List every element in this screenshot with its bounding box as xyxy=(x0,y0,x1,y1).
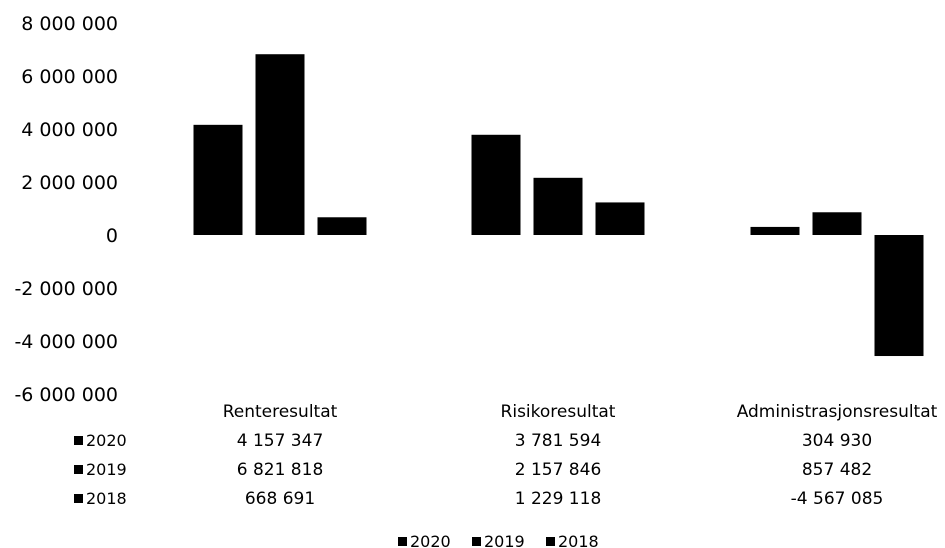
category-label: Renteresultat xyxy=(223,402,338,422)
bar-2019-1 xyxy=(255,54,305,235)
bar-2019-2 xyxy=(533,177,583,235)
table-legend-key xyxy=(74,465,83,474)
bar-2018-2 xyxy=(595,202,645,235)
table-legend-key xyxy=(74,494,83,503)
table-cell: 857 482 xyxy=(802,460,872,480)
table-row-label: 2018 xyxy=(86,489,127,508)
bar-2020-1 xyxy=(193,124,243,235)
category-label: Administrasjonsresultat xyxy=(737,402,938,422)
table-cell: 4 157 347 xyxy=(237,431,324,451)
y-tick-label: 0 xyxy=(106,225,118,247)
bar-2020-3 xyxy=(750,226,800,235)
bar-2018-3 xyxy=(874,235,924,357)
y-tick-label: -2 000 000 xyxy=(14,278,118,300)
category-label: Risikoresultat xyxy=(501,402,616,422)
legend-label: 2019 xyxy=(484,532,525,548)
legend-label: 2018 xyxy=(558,532,599,548)
legend-label: 2020 xyxy=(410,532,451,548)
bar-2020-2 xyxy=(471,134,521,235)
y-tick-label: 4 000 000 xyxy=(21,119,118,141)
legend-swatch xyxy=(546,537,555,546)
table-cell: 6 821 818 xyxy=(237,460,324,480)
table-cell: 2 157 846 xyxy=(515,460,602,480)
legend-swatch xyxy=(398,537,407,546)
table-legend-key xyxy=(74,436,83,445)
table-row-label: 2020 xyxy=(86,431,127,450)
legend-swatch xyxy=(472,537,481,546)
y-tick-label: -4 000 000 xyxy=(14,331,118,353)
y-tick-label: 8 000 000 xyxy=(21,13,118,35)
bar-2018-1 xyxy=(317,217,367,235)
table-row-label: 2019 xyxy=(86,460,127,479)
table-cell: 1 229 118 xyxy=(515,489,602,509)
table-cell: 3 781 594 xyxy=(515,431,602,451)
table-cell: 304 930 xyxy=(802,431,872,451)
y-tick-label: 6 000 000 xyxy=(21,66,118,88)
bar-2019-3 xyxy=(812,212,862,235)
table-cell: -4 567 085 xyxy=(791,489,884,509)
y-tick-label: 2 000 000 xyxy=(21,172,118,194)
y-tick-label: -6 000 000 xyxy=(14,384,118,406)
table-cell: 668 691 xyxy=(245,489,315,509)
